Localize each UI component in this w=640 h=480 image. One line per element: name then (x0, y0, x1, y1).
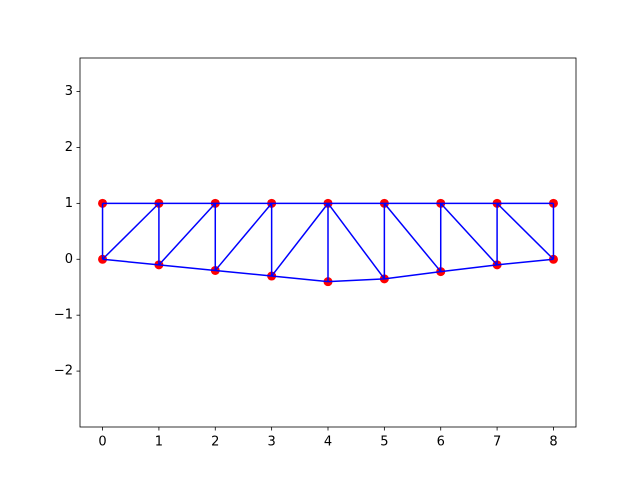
member-line (383, 202, 442, 273)
y-tick-label: 0 (65, 252, 73, 267)
x-tick-label: 5 (380, 435, 388, 450)
x-tick-label: 6 (437, 435, 445, 450)
member-line (271, 202, 329, 277)
y-tick-label: 3 (65, 84, 73, 99)
y-tick-label: −1 (54, 308, 73, 323)
x-tick-label: 8 (549, 435, 557, 450)
member-line (496, 202, 554, 260)
member-line (440, 202, 498, 266)
member-line (158, 202, 216, 266)
y-tick-label: −2 (54, 364, 73, 379)
x-tick-label: 3 (267, 435, 275, 450)
y-tick-label: 2 (65, 140, 73, 155)
x-tick-label: 4 (324, 435, 332, 450)
x-tick-label: 1 (155, 435, 163, 450)
member-line (214, 202, 273, 271)
x-tick-label: 0 (98, 435, 106, 450)
y-tick-label: 1 (65, 196, 73, 211)
x-tick-label: 7 (493, 435, 501, 450)
member-line (102, 202, 160, 260)
member-line (327, 202, 385, 280)
plot-area (98, 198, 558, 287)
x-tick-label: 2 (211, 435, 219, 450)
